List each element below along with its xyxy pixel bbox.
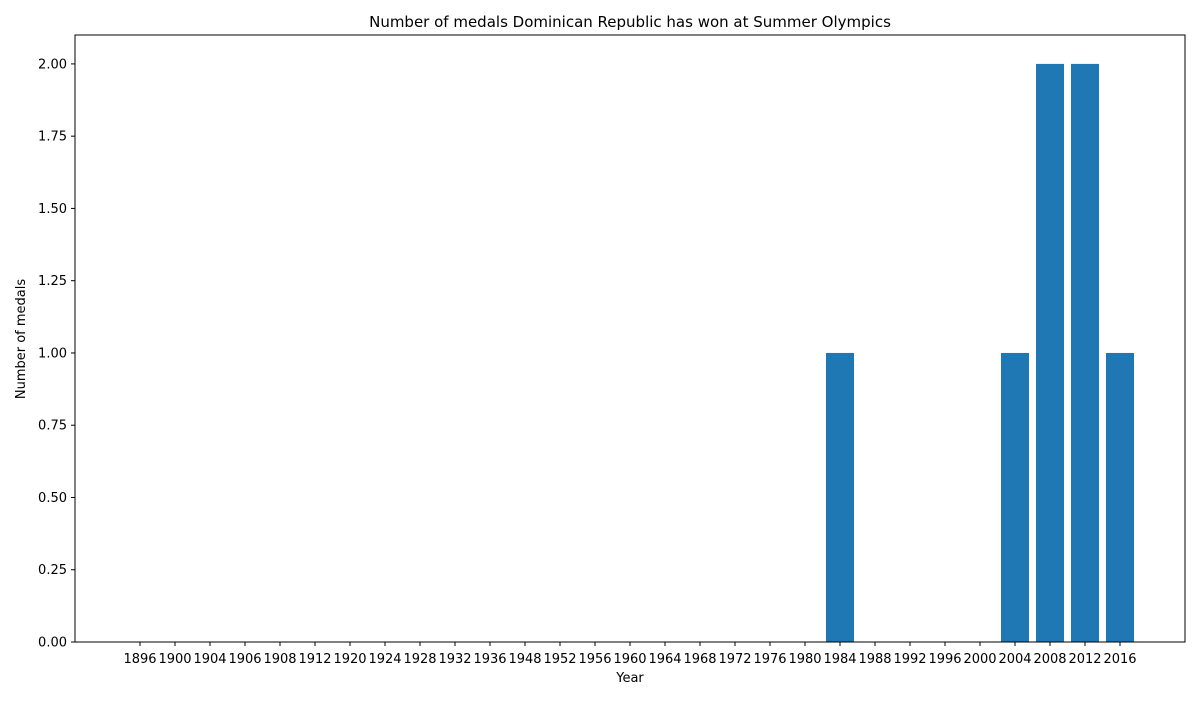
- x-tick-label-1988: 1988: [858, 652, 891, 667]
- x-tick-label-2016: 2016: [1103, 652, 1136, 667]
- y-tick-label-0.75: 0.75: [38, 419, 67, 434]
- x-tick-label-1906: 1906: [228, 652, 261, 667]
- x-tick-label-2000: 2000: [963, 652, 996, 667]
- x-tick-label-1964: 1964: [648, 652, 681, 667]
- x-tick-label-2012: 2012: [1068, 652, 1101, 667]
- x-tick-label-1912: 1912: [298, 652, 331, 667]
- x-tick-label-2004: 2004: [998, 652, 1031, 667]
- x-tick-label-1904: 1904: [193, 652, 226, 667]
- x-axis-label: Year: [615, 671, 644, 686]
- bar-2008: [1036, 63, 1064, 642]
- bar-1984: [826, 352, 854, 642]
- y-tick-label-0.00: 0.00: [38, 636, 67, 651]
- x-tick-label-1984: 1984: [823, 652, 856, 667]
- x-tick-label-1948: 1948: [508, 652, 541, 667]
- x-tick-label-1908: 1908: [263, 652, 296, 667]
- y-tick-label-1.00: 1.00: [38, 346, 67, 361]
- bar-2012: [1071, 63, 1099, 642]
- x-tick-label-1936: 1936: [473, 652, 506, 667]
- bars-group: [826, 63, 1134, 642]
- x-tick-label-1972: 1972: [718, 652, 751, 667]
- x-tick-label-1896: 1896: [123, 652, 156, 667]
- x-axis: 1896 1900 1904 1906 1908 1912 1920 1924 1928 1932…: [123, 642, 1137, 667]
- y-axis: 0.00 0.25 0.50 0.75 1.00 1.25 1.50 1.75 2.00: [38, 57, 75, 651]
- bar-2004: [1001, 352, 1029, 642]
- x-tick-label-1920: 1920: [333, 652, 366, 667]
- x-tick-label-1976: 1976: [753, 652, 786, 667]
- y-tick-label-1.25: 1.25: [38, 274, 67, 289]
- x-tick-label-1932: 1932: [438, 652, 471, 667]
- x-tick-label-1900: 1900: [158, 652, 191, 667]
- x-tick-label-1992: 1992: [893, 652, 926, 667]
- y-tick-label-0.25: 0.25: [38, 563, 67, 578]
- y-tick-label-1.50: 1.50: [38, 202, 67, 217]
- plot-frame: [74, 34, 1186, 643]
- x-tick-label-1980: 1980: [788, 652, 821, 667]
- y-tick-label-1.75: 1.75: [38, 130, 67, 145]
- y-tick-label-0.50: 0.50: [38, 491, 67, 506]
- x-tick-label-1952: 1952: [543, 652, 576, 667]
- x-tick-label-1960: 1960: [613, 652, 646, 667]
- bar-2016: [1106, 352, 1134, 642]
- x-tick-label-2008: 2008: [1033, 652, 1066, 667]
- y-tick-label-2.00: 2.00: [38, 57, 67, 72]
- x-tick-label-1996: 1996: [928, 652, 961, 667]
- y-axis-label: Number of medals: [14, 279, 29, 400]
- chart-title: Number of medals Dominican Republic has …: [369, 13, 891, 31]
- x-tick-label-1924: 1924: [368, 652, 401, 667]
- x-tick-label-1928: 1928: [403, 652, 436, 667]
- x-tick-label-1968: 1968: [683, 652, 716, 667]
- x-tick-label-1956: 1956: [578, 652, 611, 667]
